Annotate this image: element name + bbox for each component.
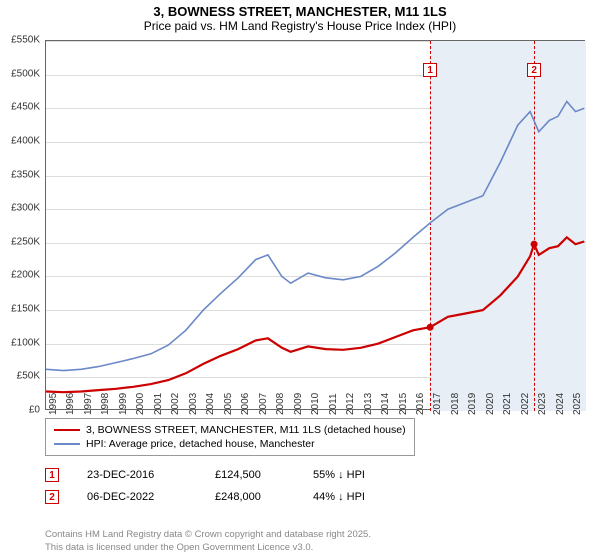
- y-axis-label: £150K: [11, 304, 40, 315]
- y-axis-label: £450K: [11, 102, 40, 113]
- legend-swatch: [54, 429, 80, 432]
- footer-line1: Contains HM Land Registry data © Crown c…: [45, 529, 371, 541]
- sale-point: [427, 324, 434, 331]
- sale-price: £124,500: [215, 469, 285, 481]
- plot-area: 12: [45, 40, 585, 410]
- sale-price: £248,000: [215, 491, 285, 503]
- series-price_paid: [46, 237, 584, 392]
- y-axis-label: £350K: [11, 169, 40, 180]
- sale-date: 06-DEC-2022: [87, 491, 187, 503]
- legend: 3, BOWNESS STREET, MANCHESTER, M11 1LS (…: [45, 418, 415, 456]
- marker-badge: 2: [527, 63, 541, 77]
- page-title: 3, BOWNESS STREET, MANCHESTER, M11 1LS: [0, 0, 600, 19]
- y-axis-label: £250K: [11, 236, 40, 247]
- sale-delta: 55% ↓ HPI: [313, 469, 365, 481]
- y-axis-label: £500K: [11, 68, 40, 79]
- y-axis-label: £100K: [11, 337, 40, 348]
- legend-row: HPI: Average price, detached house, Manc…: [54, 437, 406, 451]
- y-axis-label: £300K: [11, 203, 40, 214]
- y-axis-label: £50K: [17, 371, 40, 382]
- chart-lines: [46, 41, 586, 411]
- marker-badge: 1: [423, 63, 437, 77]
- y-axis-label: £200K: [11, 270, 40, 281]
- y-axis-label: £0: [29, 405, 40, 416]
- sale-date: 23-DEC-2016: [87, 469, 187, 481]
- legend-label: HPI: Average price, detached house, Manc…: [86, 438, 315, 450]
- sale-badge: 1: [45, 468, 59, 482]
- legend-row: 3, BOWNESS STREET, MANCHESTER, M11 1LS (…: [54, 423, 406, 437]
- legend-swatch: [54, 443, 80, 445]
- footer-line2: This data is licensed under the Open Gov…: [45, 542, 371, 554]
- page-subtitle: Price paid vs. HM Land Registry's House …: [0, 19, 600, 35]
- y-axis-label: £400K: [11, 135, 40, 146]
- footer: Contains HM Land Registry data © Crown c…: [45, 529, 371, 554]
- series-hpi: [46, 102, 584, 371]
- y-axis-label: £550K: [11, 35, 40, 46]
- legend-label: 3, BOWNESS STREET, MANCHESTER, M11 1LS (…: [86, 424, 406, 436]
- chart: 12 £0£50K£100K£150K£200K£250K£300K£350K£…: [45, 40, 585, 410]
- sale-badge: 2: [45, 490, 59, 504]
- sale-point: [531, 241, 538, 248]
- sale-delta: 44% ↓ HPI: [313, 491, 365, 503]
- sale-row: 1 23-DEC-2016 £124,500 55% ↓ HPI: [45, 468, 365, 482]
- sale-row: 2 06-DEC-2022 £248,000 44% ↓ HPI: [45, 490, 365, 504]
